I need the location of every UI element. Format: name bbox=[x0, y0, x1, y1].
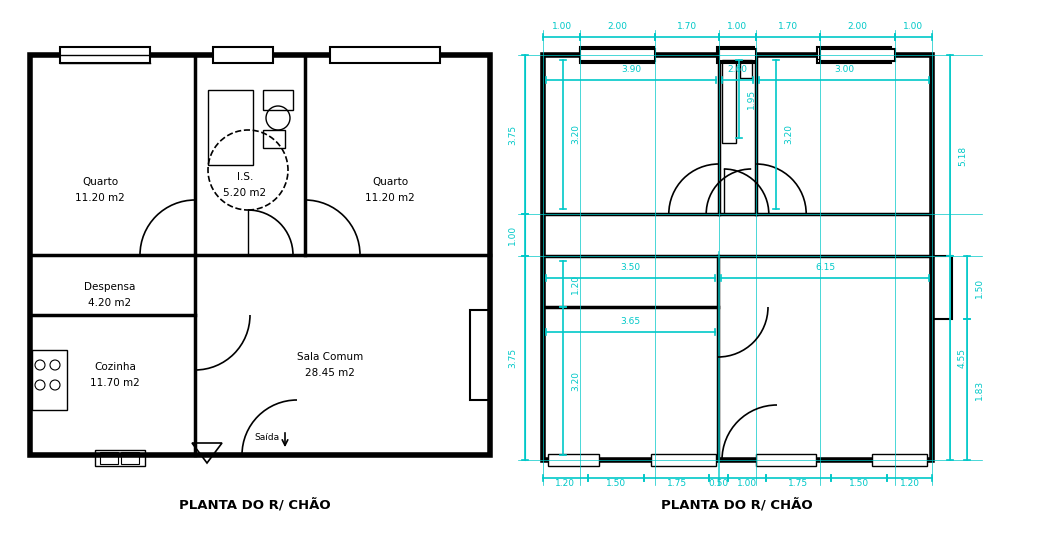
Bar bbox=[580, 47, 653, 63]
Text: 3.75: 3.75 bbox=[508, 124, 518, 145]
Text: 3.50: 3.50 bbox=[621, 263, 641, 272]
Text: 1.50: 1.50 bbox=[850, 479, 870, 488]
Bar bbox=[264, 130, 285, 148]
Text: 3.00: 3.00 bbox=[834, 65, 854, 74]
Text: Sala Comum: Sala Comum bbox=[297, 352, 364, 362]
Text: 5.18: 5.18 bbox=[958, 145, 967, 166]
Text: Despensa: Despensa bbox=[84, 282, 136, 292]
Bar bbox=[756, 454, 816, 466]
Bar bbox=[872, 454, 928, 466]
Text: 6.15: 6.15 bbox=[815, 263, 835, 272]
Text: 1.00: 1.00 bbox=[727, 22, 747, 31]
Bar bbox=[817, 47, 891, 63]
Text: 1.83: 1.83 bbox=[975, 379, 984, 399]
Text: 11.20 m2: 11.20 m2 bbox=[365, 193, 415, 203]
Text: 2.00: 2.00 bbox=[847, 22, 867, 31]
Text: 1.75: 1.75 bbox=[788, 479, 808, 488]
Text: 1.00: 1.00 bbox=[737, 479, 757, 488]
Text: 3.20: 3.20 bbox=[784, 124, 794, 145]
Bar bbox=[722, 60, 736, 143]
Text: 1.20: 1.20 bbox=[571, 274, 580, 294]
Text: 28.45 m2: 28.45 m2 bbox=[305, 368, 355, 378]
Text: 1.20: 1.20 bbox=[899, 479, 919, 488]
Bar bbox=[820, 49, 895, 61]
Bar bbox=[121, 452, 139, 464]
Bar bbox=[719, 49, 756, 61]
Bar bbox=[651, 454, 716, 466]
Bar bbox=[330, 47, 440, 63]
Text: 1.75: 1.75 bbox=[667, 479, 687, 488]
Text: 3.65: 3.65 bbox=[621, 317, 641, 326]
Text: 2.60: 2.60 bbox=[727, 65, 747, 74]
Bar bbox=[30, 55, 490, 455]
Text: 1.00: 1.00 bbox=[903, 22, 923, 31]
Text: 1.50: 1.50 bbox=[606, 479, 626, 488]
Text: 3.75: 3.75 bbox=[508, 348, 518, 368]
Text: 4.55: 4.55 bbox=[958, 348, 967, 368]
Text: 1.70: 1.70 bbox=[778, 22, 798, 31]
Bar bbox=[740, 60, 752, 78]
Bar bbox=[543, 55, 932, 460]
Text: 3.90: 3.90 bbox=[621, 65, 641, 74]
Bar bbox=[470, 310, 490, 400]
Text: Quarto: Quarto bbox=[372, 177, 408, 187]
Bar bbox=[100, 452, 118, 464]
Text: 1.00: 1.00 bbox=[508, 225, 518, 245]
Text: 4.20 m2: 4.20 m2 bbox=[89, 298, 132, 308]
Bar bbox=[95, 450, 145, 466]
Text: 1.70: 1.70 bbox=[677, 22, 697, 31]
Text: 1.00: 1.00 bbox=[551, 22, 571, 31]
Text: Cozinha: Cozinha bbox=[94, 362, 136, 372]
Text: PLANTA DO R/ CHÃO: PLANTA DO R/ CHÃO bbox=[179, 498, 331, 512]
Bar bbox=[32, 350, 67, 410]
Text: 1.95: 1.95 bbox=[747, 89, 756, 109]
Text: I.S.: I.S. bbox=[237, 172, 253, 182]
Bar bbox=[264, 90, 293, 110]
Text: 1.20: 1.20 bbox=[555, 479, 575, 488]
Bar bbox=[213, 47, 273, 63]
Text: Quarto: Quarto bbox=[82, 177, 118, 187]
Text: Saída: Saída bbox=[254, 432, 279, 442]
Bar bbox=[717, 47, 754, 63]
Bar bbox=[60, 47, 150, 63]
Bar bbox=[932, 256, 952, 319]
Bar bbox=[208, 90, 253, 165]
Text: 0.50: 0.50 bbox=[708, 479, 729, 488]
Text: 3.20: 3.20 bbox=[571, 124, 580, 145]
Text: 11.20 m2: 11.20 m2 bbox=[75, 193, 124, 203]
Bar bbox=[581, 49, 656, 61]
Text: 2.00: 2.00 bbox=[608, 22, 628, 31]
Text: 1.50: 1.50 bbox=[975, 277, 984, 298]
Text: 3.20: 3.20 bbox=[571, 371, 580, 391]
Bar bbox=[548, 454, 599, 466]
Text: 5.20 m2: 5.20 m2 bbox=[223, 188, 267, 198]
Text: PLANTA DO R/ CHÃO: PLANTA DO R/ CHÃO bbox=[661, 498, 813, 512]
Text: 11.70 m2: 11.70 m2 bbox=[91, 378, 140, 388]
